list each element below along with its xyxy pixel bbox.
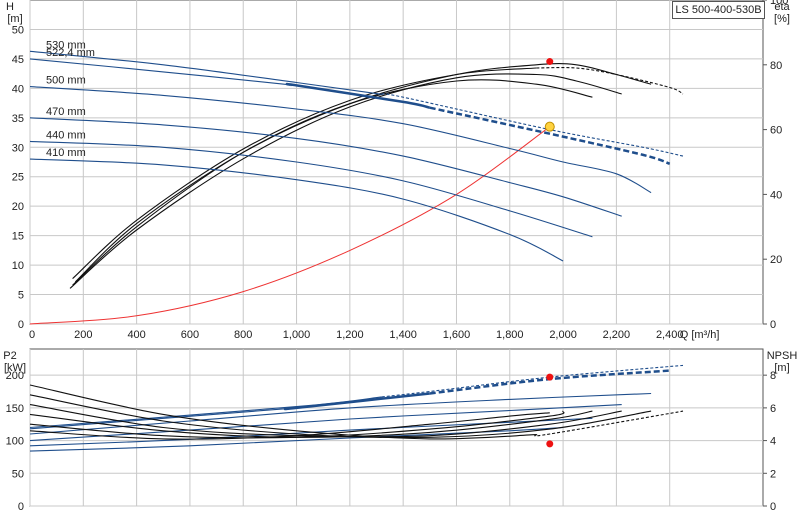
y-left-tick-label: 5 [18, 290, 24, 302]
efficiency-point-marker [546, 58, 554, 66]
system-curve [29, 126, 551, 325]
head-curve-label: 470 mm [46, 106, 86, 118]
x-tick-label: 200 [74, 329, 92, 341]
y-right-tick-label: 0 [770, 319, 776, 331]
y-left-tick-label: 10 [12, 260, 24, 272]
npsh-curve [534, 410, 684, 437]
npsh-point-marker [546, 440, 554, 448]
head-curve [381, 93, 684, 157]
npsh-curve [29, 410, 593, 438]
x-tick-label: 1,000 [283, 329, 311, 341]
power-curve [29, 392, 652, 435]
y-left-tick-label: 40 [12, 83, 24, 95]
y-left-tick-label: 0 [18, 501, 24, 513]
head-curve [29, 58, 292, 86]
head-curve-label: 410 mm [46, 147, 86, 159]
x-tick-label: 600 [181, 329, 199, 341]
y-right-tick-label: 100 [770, 0, 788, 7]
y-right-tick-label: 40 [770, 189, 782, 201]
x-tick-label: 400 [127, 329, 145, 341]
y-left-axis-unit: [kW] [4, 362, 26, 374]
x-tick-label: 2,200 [603, 329, 631, 341]
npsh-curve [29, 384, 537, 440]
head-curve-label: 500 mm [46, 75, 86, 87]
x-tick-label: 1,800 [496, 329, 524, 341]
y-right-tick-label: 0 [770, 501, 776, 513]
y-left-axis-label: H [6, 1, 14, 13]
head-curve-label: 522,4 mm [46, 47, 95, 59]
power-curve [29, 407, 292, 430]
y-left-axis-label: P2 [3, 350, 16, 362]
npsh-curve [29, 412, 550, 440]
x-tick-label: 800 [234, 329, 252, 341]
y-right-axis-label: eta [774, 1, 790, 13]
head-curve-label: 530 mm [46, 39, 86, 51]
y-left-tick-label: 150 [6, 403, 24, 415]
y-left-axis-unit: [m] [7, 13, 22, 25]
y-left-tick-label: 15 [12, 231, 24, 243]
y-left-tick-label: 200 [6, 370, 24, 382]
y-right-tick-label: 4 [770, 436, 776, 448]
x-tick-label: 2,400 [656, 329, 684, 341]
head-curve [29, 117, 622, 217]
x-tick-label: 2,000 [549, 329, 577, 341]
head-curve [29, 140, 593, 238]
efficiency-curve [74, 63, 652, 283]
x-tick-label: 1,200 [336, 329, 364, 341]
head-curve [429, 106, 671, 165]
y-left-tick-label: 25 [12, 172, 24, 184]
power-curve [29, 426, 564, 452]
y-right-tick-label: 8 [770, 370, 776, 382]
power-curve [29, 417, 593, 447]
head-curve-label: 440 mm [46, 129, 86, 141]
npsh-curve [29, 410, 565, 439]
x-tick-label: 0 [29, 329, 35, 341]
power-point-marker [546, 373, 554, 381]
y-right-tick-label: 60 [770, 125, 782, 137]
y-right-tick-label: 20 [770, 254, 782, 266]
top-panel-frame [29, 0, 764, 325]
x-axis-label: Q [m³/h] [680, 329, 720, 341]
y-left-tick-label: 100 [6, 436, 24, 448]
head-curve [29, 158, 564, 262]
x-tick-label: 1,600 [443, 329, 471, 341]
y-right-axis-unit: [%] [774, 13, 790, 25]
head-curve [29, 86, 652, 194]
y-left-tick-label: 0 [18, 319, 24, 331]
duty-point-marker [544, 121, 555, 132]
y-right-tick-label: 6 [770, 403, 776, 415]
y-left-tick-label: 35 [12, 113, 24, 125]
efficiency-curve [72, 79, 593, 286]
y-left-tick-label: 45 [12, 54, 24, 66]
y-left-tick-label: 50 [12, 24, 24, 36]
x-tick-label: 1,400 [389, 329, 417, 341]
y-right-tick-label: 80 [770, 60, 782, 72]
power-curve [283, 392, 430, 411]
y-right-tick-label: 2 [770, 468, 776, 480]
y-right-axis-unit: [m] [774, 362, 789, 374]
y-left-tick-label: 20 [12, 201, 24, 213]
y-right-axis-label: NPSH [767, 350, 798, 362]
efficiency-curve [69, 73, 622, 289]
power-curve [381, 364, 684, 398]
chart-title: LS 500-400-530B [672, 1, 765, 19]
y-left-tick-label: 50 [12, 468, 24, 480]
head-curve [285, 82, 431, 109]
y-left-tick-label: 30 [12, 142, 24, 154]
head-curve [29, 50, 382, 95]
